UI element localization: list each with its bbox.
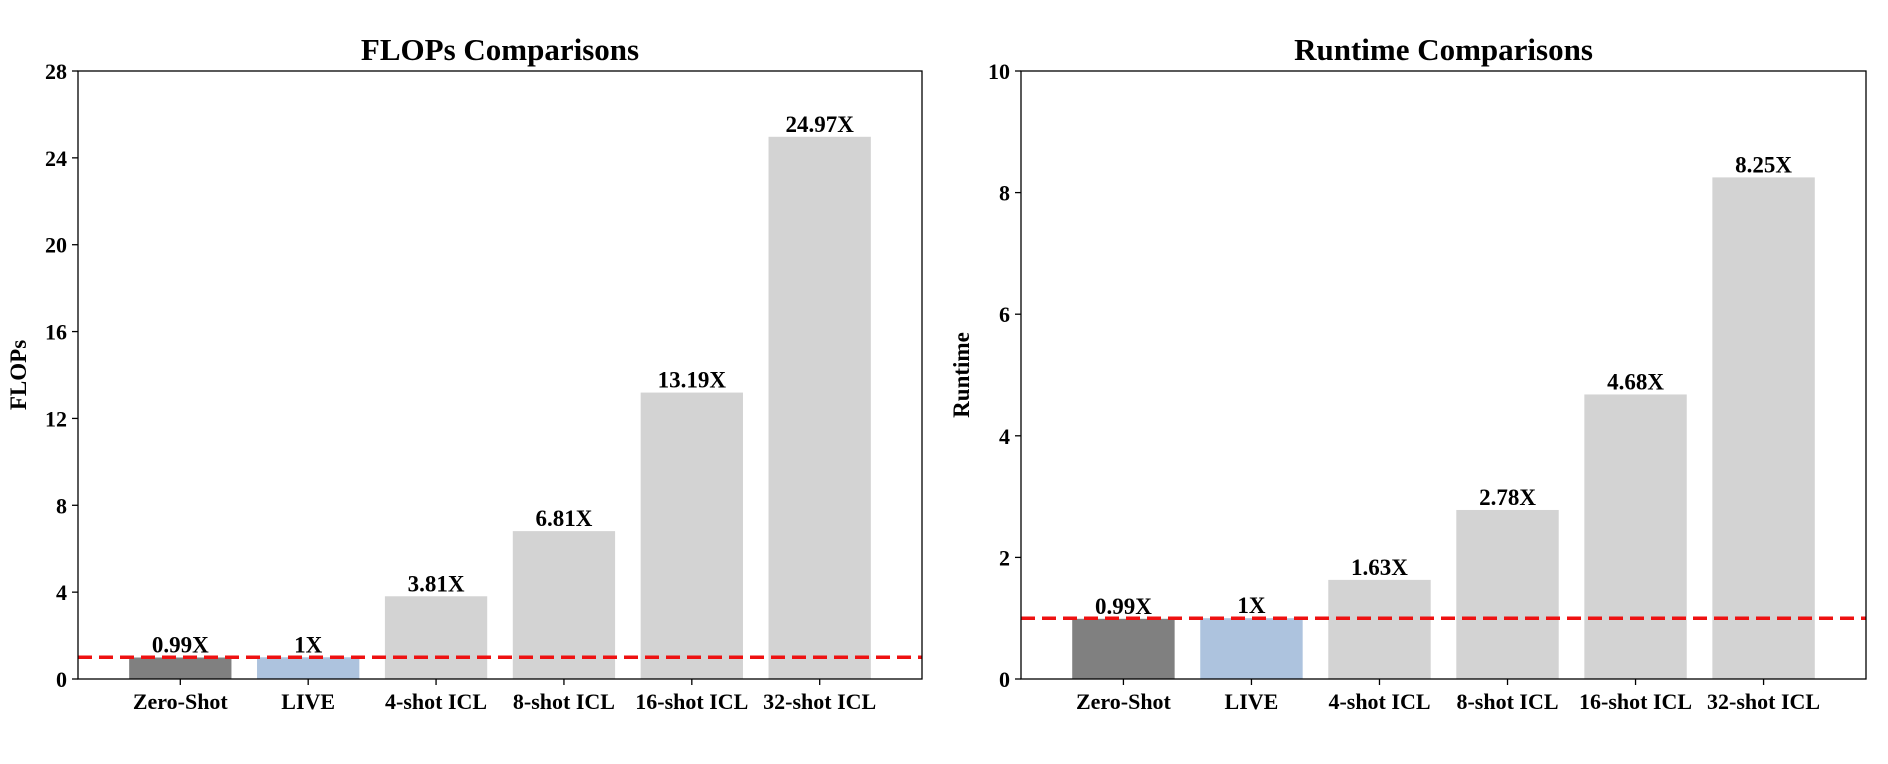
runtime-x-tick-label-live: LIVE [1225,689,1279,714]
runtime-value-label-16-shot-icl: 4.68X [1607,369,1664,394]
flops-value-label-live: 1X [294,632,323,657]
runtime-value-label-zero-shot: 0.99X [1095,594,1152,619]
flops-y-tick-label: 12 [45,406,67,431]
flops-chart: 0.99X 1X 3.81X 6.81X 13.19X 24.97X 0 4 8 12 16 20 24… [6,32,923,714]
flops-x-tick-label-4-shot-icl: 4-shot ICL [385,689,487,714]
flops-chart-title: FLOPs Comparisons [361,32,639,67]
flops-value-label-16-shot-icl: 13.19X [658,368,727,393]
runtime-chart: 0.99X 1X 1.63X 2.78X 4.68X 8.25X 0 2 4 6 8 10 Zero-S… [949,32,1867,714]
flops-bar-16-shot-icl [640,392,743,679]
runtime-y-tick-label: 6 [999,302,1010,327]
runtime-y-tick-label: 2 [999,545,1010,570]
flops-bar-live [257,657,360,679]
flops-y-tick-label: 8 [56,493,67,518]
flops-y-axis-label: FLOPs [6,340,31,410]
flops-bar-32-shot-icl [768,136,871,679]
runtime-bar-4-shot-icl [1328,579,1431,679]
flops-value-label-4-shot-icl: 3.81X [408,571,465,596]
flops-value-label-8-shot-icl: 6.81X [536,506,593,531]
runtime-x-tick-label-zero-shot: Zero-Shot [1076,689,1172,714]
flops-axes-frame [77,70,923,680]
runtime-x-tick-label-8-shot-icl: 8-shot ICL [1456,689,1558,714]
flops-y-tick-label: 4 [56,580,67,605]
flops-x-tick-label-8-shot-icl: 8-shot ICL [513,689,615,714]
flops-y-tick-label: 0 [56,667,67,692]
flops-bar-4-shot-icl [384,596,488,679]
runtime-chart-title: Runtime Comparisons [1294,32,1593,67]
runtime-value-label-4-shot-icl: 1.63X [1351,555,1408,580]
runtime-value-label-live: 1X [1237,593,1266,618]
runtime-bar-8-shot-icl [1456,509,1559,679]
runtime-bar-32-shot-icl [1712,177,1815,679]
flops-y-tick-label: 20 [45,233,67,258]
runtime-y-axis-label: Runtime [949,332,974,418]
runtime-axes-frame [1020,70,1867,680]
runtime-value-label-8-shot-icl: 2.78X [1479,485,1536,510]
runtime-y-tick-label: 10 [988,59,1010,84]
flops-y-tick-label: 24 [45,146,67,171]
flops-y-tick-label: 28 [45,59,67,84]
flops-x-tick-label-16-shot-icl: 16-shot ICL [635,689,748,714]
flops-x-tick-label-live: LIVE [281,689,335,714]
runtime-bar-16-shot-icl [1584,394,1687,679]
flops-bar-zero-shot [129,657,232,679]
runtime-value-label-32-shot-icl: 8.25X [1735,152,1792,177]
runtime-bar-live [1200,618,1303,679]
flops-y-tick-label: 16 [45,320,67,345]
runtime-y-tick-label: 4 [999,424,1010,449]
flops-x-tick-label-32-shot-icl: 32-shot ICL [763,689,876,714]
runtime-y-tick-label: 0 [999,667,1010,692]
flops-x-tick-label-zero-shot: Zero-Shot [133,689,229,714]
runtime-x-tick-label-16-shot-icl: 16-shot ICL [1579,689,1692,714]
runtime-bar-zero-shot [1072,618,1175,679]
runtime-x-tick-label-32-shot-icl: 32-shot ICL [1707,689,1820,714]
runtime-x-tick-label-4-shot-icl: 4-shot ICL [1328,689,1430,714]
flops-value-label-32-shot-icl: 24.97X [786,112,855,137]
flops-value-label-zero-shot: 0.99X [152,633,209,658]
runtime-y-tick-label: 8 [999,181,1010,206]
flops-bar-8-shot-icl [512,531,616,679]
